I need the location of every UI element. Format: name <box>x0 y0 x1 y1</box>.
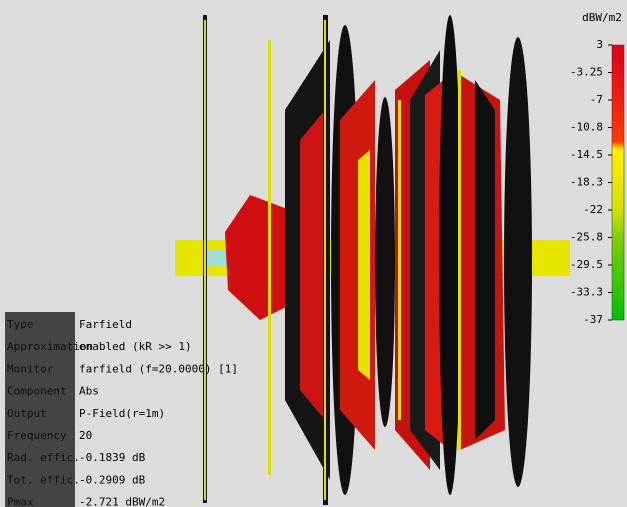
info-label-panel <box>5 312 75 507</box>
info-value: -2.721 dBW/m2 <box>79 496 165 507</box>
legend-tick-label: -25.8 <box>570 231 603 244</box>
legend-ticks: 3 -3.25 -7 -10.8 -14.5 -18.3 -22 -25.8 -29.5 -33.… <box>570 38 612 326</box>
farfield-shape <box>175 15 570 505</box>
info-label: Type <box>7 318 34 331</box>
info-label: Frequency <box>7 429 67 442</box>
legend-tick-label: -7 <box>590 93 603 106</box>
info-label: Pmax <box>7 496 34 507</box>
legend-tick-label: -3.25 <box>570 66 603 79</box>
info-value: Farfield <box>79 318 132 331</box>
info-label: Approximation <box>7 340 93 353</box>
info-label: Rad. effic. <box>7 451 80 464</box>
legend-unit: dBW/m2 <box>582 11 622 24</box>
info-value: Abs <box>79 385 99 398</box>
legend-tick-label: -10.8 <box>570 121 603 134</box>
legend-tick-label: -14.5 <box>570 148 603 161</box>
color-scale <box>611 44 625 321</box>
info-value: P-Field(r=1m) <box>79 407 165 420</box>
legend-tick-label: -33.3 <box>570 286 603 299</box>
info-value: -0.1839 dB <box>79 451 146 464</box>
info-label: Monitor <box>7 362 54 375</box>
legend-tick-label: -18.3 <box>570 176 603 189</box>
info-value: -0.2909 dB <box>79 473 146 486</box>
info-value: farfield (f=20.0000) [1] <box>79 362 238 375</box>
info-value: 20 <box>79 429 92 442</box>
info-value: enabled (kR >> 1) <box>79 340 192 353</box>
info-label: Component <box>7 385 67 398</box>
legend-tick-label: 3 <box>596 38 603 51</box>
info-label: Output <box>7 407 47 420</box>
legend-tick-label: -22 <box>583 203 603 216</box>
legend-tick-label: -29.5 <box>570 258 603 271</box>
legend-tick-label: -37 <box>583 313 603 326</box>
info-label: Tot. effic. <box>7 473 80 486</box>
